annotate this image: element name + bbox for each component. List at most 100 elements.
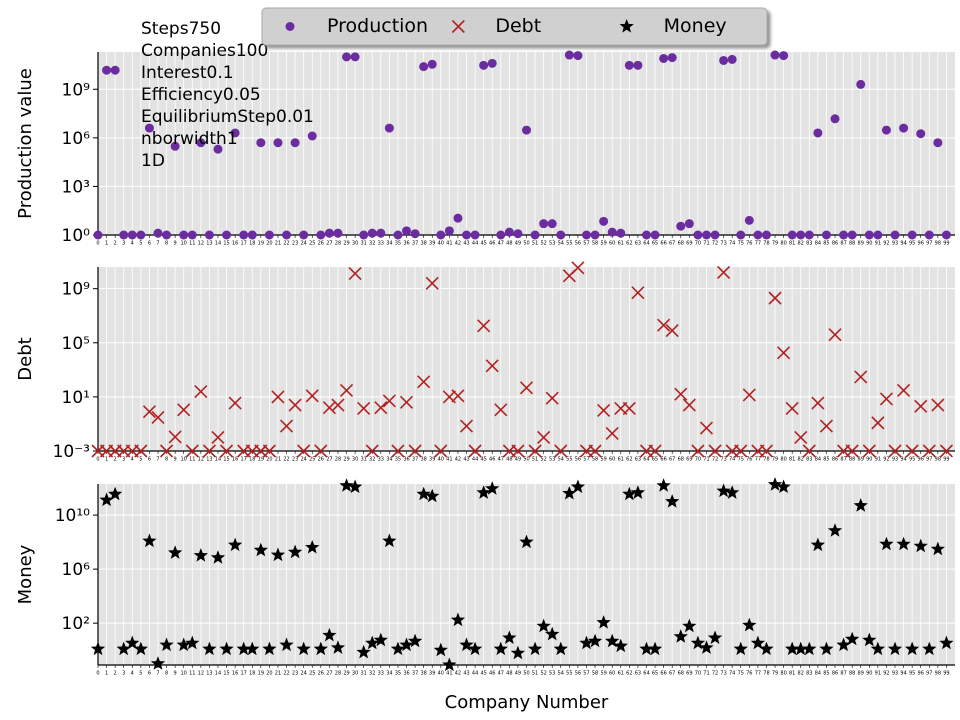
x-tick-label: 97 (926, 241, 932, 247)
x-tick-label: 80 (780, 671, 786, 677)
x-tick-label: 33 (378, 671, 384, 677)
x-tick-label: 16 (232, 671, 238, 677)
data-point (839, 230, 849, 240)
x-tick-label: 18 (249, 671, 255, 677)
x-tick-label: 30 (352, 457, 358, 463)
x-tick-label: 57 (583, 671, 589, 677)
data-point (245, 641, 260, 656)
data-point (390, 641, 406, 656)
x-tick-label: 12 (198, 457, 204, 463)
x-tick-label: 98 (935, 241, 941, 247)
data-point (699, 421, 714, 435)
x-tick-label: 9 (174, 671, 177, 677)
legend-marker (285, 22, 295, 31)
data-point (296, 641, 311, 656)
data-point (150, 656, 166, 670)
x-tick-label: 33 (378, 457, 384, 463)
x-tick-label: 70 (695, 241, 701, 247)
x-tick-label: 66 (660, 241, 666, 247)
x-tick-label: 96 (918, 457, 924, 463)
data-point (693, 230, 703, 240)
data-point (247, 230, 257, 240)
data-point (290, 138, 300, 148)
data-point (264, 230, 274, 240)
x-tick-label: 30 (352, 241, 358, 247)
x-tick-label: 75 (738, 241, 744, 247)
data-point (770, 50, 780, 60)
x-tick-label: 35 (395, 671, 401, 677)
x-tick-label: 94 (900, 671, 906, 677)
data-point (177, 403, 191, 417)
x-tick-label: 71 (703, 457, 709, 463)
data-point (641, 230, 651, 240)
x-tick-label: 22 (283, 671, 289, 677)
data-point (210, 550, 226, 564)
annotation: Interest0.1 (141, 63, 234, 83)
x-tick-label: 26 (318, 671, 324, 677)
x-tick-label: 62 (626, 457, 632, 463)
x-tick-label: 91 (875, 671, 881, 677)
x-tick-label: 38 (420, 671, 426, 677)
data-point (607, 227, 617, 237)
data-point (811, 396, 825, 410)
x-tick-label: 43 (463, 241, 469, 247)
data-point (597, 403, 611, 417)
x-tick-label: 24 (300, 457, 306, 463)
x-tick-label: 79 (772, 671, 778, 677)
x-tick-label: 29 (343, 241, 349, 247)
x-tick-label: 35 (395, 241, 401, 247)
data-point (502, 630, 517, 645)
x-tick-label: 16 (232, 457, 238, 463)
x-tick-label: 83 (806, 671, 812, 677)
data-point (350, 52, 360, 62)
x-tick-label: 82 (798, 241, 804, 247)
data-point (151, 410, 165, 425)
data-point (407, 633, 423, 648)
data-point (579, 635, 594, 650)
x-tick-label: 54 (558, 671, 564, 677)
x-tick-label: 95 (909, 241, 915, 247)
x-tick-label: 53 (549, 457, 555, 463)
data-point (382, 394, 396, 408)
x-tick-label: 41 (446, 671, 452, 677)
data-point (682, 398, 696, 412)
data-point (701, 230, 711, 240)
x-tick-label: 10 (181, 241, 187, 247)
x-tick-label: 40 (438, 241, 444, 247)
x-tick-label: 73 (720, 241, 726, 247)
data-point (785, 641, 800, 656)
data-point (648, 444, 662, 458)
x-tick-label: 14 (215, 457, 221, 463)
x-tick-label: 81 (789, 457, 795, 463)
x-tick-label: 90 (866, 457, 872, 463)
data-point (273, 138, 283, 148)
data-point (750, 635, 766, 650)
x-tick-label: 95 (909, 457, 915, 463)
data-point (682, 618, 697, 633)
x-tick-label: 62 (626, 671, 632, 677)
x-tick-label: 95 (909, 671, 915, 677)
data-point (676, 221, 686, 231)
data-point (339, 478, 354, 492)
x-tick-label: 5 (139, 671, 142, 677)
data-point (564, 50, 574, 60)
x-tick-label: 93 (892, 457, 898, 463)
data-point (862, 444, 876, 458)
x-tick-label: 69 (686, 671, 692, 677)
data-point (556, 230, 566, 240)
data-point (134, 444, 148, 458)
data-point (624, 60, 634, 70)
x-tick-label: 68 (678, 671, 684, 677)
x-tick-label: 6 (148, 671, 151, 677)
x-tick-label: 39 (429, 241, 435, 247)
data-point (753, 230, 763, 240)
x-tick-label: 83 (806, 241, 812, 247)
data-point (99, 492, 114, 507)
data-point (365, 635, 380, 650)
x-tick-label: 16 (232, 241, 238, 247)
data-point (442, 657, 457, 672)
x-tick-label: 52 (540, 457, 546, 463)
x-tick-label: 39 (429, 457, 435, 463)
data-point (485, 481, 500, 495)
data-point (239, 230, 249, 240)
